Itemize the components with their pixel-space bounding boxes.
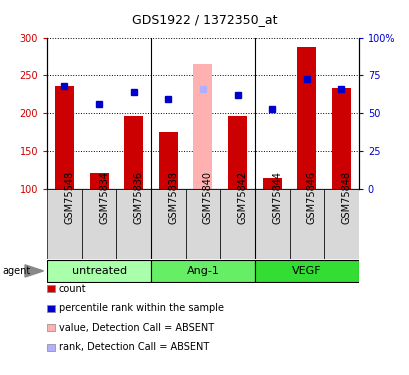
Bar xyxy=(81,189,116,259)
Bar xyxy=(47,189,81,259)
Bar xyxy=(124,116,143,189)
Text: GSM75838: GSM75838 xyxy=(168,171,178,224)
Text: count: count xyxy=(58,284,86,294)
Text: GSM75548: GSM75548 xyxy=(64,171,74,224)
Bar xyxy=(331,88,350,189)
Bar xyxy=(254,260,358,282)
Bar xyxy=(220,189,254,259)
Bar xyxy=(289,189,324,259)
Bar xyxy=(227,117,247,189)
Bar xyxy=(47,260,151,282)
Bar xyxy=(193,64,212,189)
Text: percentile rank within the sample: percentile rank within the sample xyxy=(58,303,223,313)
Bar xyxy=(158,132,178,189)
Text: Ang-1: Ang-1 xyxy=(186,266,219,276)
Text: GSM75834: GSM75834 xyxy=(99,171,109,224)
Text: rank, Detection Call = ABSENT: rank, Detection Call = ABSENT xyxy=(58,342,208,352)
Text: agent: agent xyxy=(2,266,30,276)
Text: GSM75846: GSM75846 xyxy=(306,171,316,224)
Text: GSM75836: GSM75836 xyxy=(133,171,144,224)
Polygon shape xyxy=(25,265,43,277)
Bar xyxy=(185,189,220,259)
Bar xyxy=(297,46,316,189)
Text: GSM75848: GSM75848 xyxy=(341,171,351,224)
Text: GSM75844: GSM75844 xyxy=(272,171,281,224)
Bar xyxy=(55,86,74,189)
Bar xyxy=(254,189,289,259)
Bar xyxy=(262,178,281,189)
Bar xyxy=(151,189,185,259)
Text: GDS1922 / 1372350_at: GDS1922 / 1372350_at xyxy=(132,13,277,26)
Bar xyxy=(151,260,254,282)
Bar xyxy=(116,189,151,259)
Text: value, Detection Call = ABSENT: value, Detection Call = ABSENT xyxy=(58,323,213,333)
Bar xyxy=(324,189,358,259)
Text: GSM75840: GSM75840 xyxy=(202,171,212,224)
Text: VEGF: VEGF xyxy=(291,266,321,276)
Bar xyxy=(89,172,108,189)
Text: untreated: untreated xyxy=(71,266,126,276)
Text: GSM75842: GSM75842 xyxy=(237,171,247,224)
